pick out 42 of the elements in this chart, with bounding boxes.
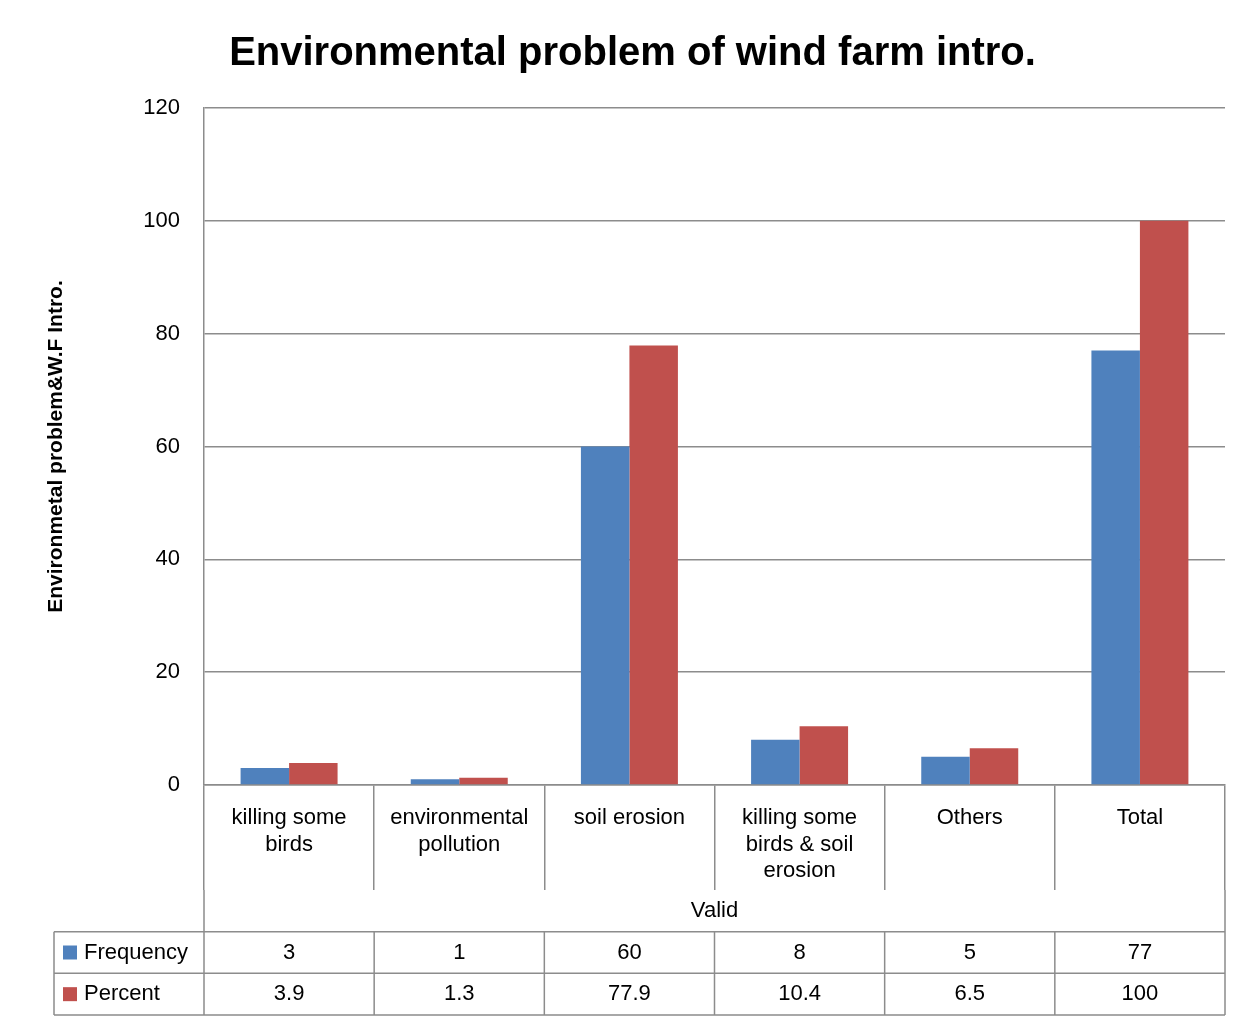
- chart-title: Environmental problem of wind farm intro.: [229, 29, 1036, 74]
- bar: [1139, 220, 1189, 785]
- data-label: 3.9: [273, 980, 305, 1006]
- y-tick-label: 80: [155, 319, 180, 345]
- bar: [969, 748, 1019, 785]
- y-tick-label: 120: [143, 94, 180, 120]
- x-tick-label: soil erosion: [573, 804, 686, 830]
- text: Valid: [690, 896, 739, 922]
- data-label: 77.9: [608, 980, 651, 1006]
- bar: [921, 756, 970, 785]
- data-label: 3: [282, 938, 296, 964]
- y-tick-label: 40: [155, 545, 180, 571]
- data-label: 1: [453, 938, 466, 964]
- legend-label: Frequency: [84, 938, 188, 964]
- data-label: 100: [1121, 980, 1159, 1006]
- data-label: 10.4: [778, 980, 821, 1006]
- bar: [629, 345, 678, 785]
- x-tick-label: Others: [936, 804, 1003, 830]
- x-tick-label: environmental pollution: [390, 804, 529, 856]
- data-label: 1.3: [443, 980, 475, 1006]
- bar: [289, 763, 338, 785]
- bar: [410, 779, 460, 785]
- bar: [751, 739, 800, 785]
- y-tick-label: 60: [155, 432, 180, 458]
- legend-label: Percent: [84, 980, 160, 1006]
- data-label: 6.5: [954, 980, 986, 1006]
- bar: [459, 777, 508, 785]
- bar: [1091, 350, 1140, 785]
- x-tick-label: killing some birds & soil erosion: [742, 804, 858, 883]
- data-label: 8: [793, 938, 806, 964]
- y-tick-label: 20: [155, 658, 180, 684]
- bar: [799, 726, 849, 785]
- x-tick-label: Total: [1116, 804, 1164, 830]
- y-tick-label: 100: [143, 206, 180, 232]
- bar: [580, 446, 630, 785]
- data-label: 5: [963, 938, 976, 964]
- y-axis-title: Environmetal problem&W.F Intro.: [43, 280, 67, 613]
- bar: [240, 768, 290, 785]
- y-tick-label: 0: [167, 771, 180, 797]
- x-tick-label: killing some birds: [231, 804, 347, 856]
- data-label: 77: [1127, 938, 1153, 964]
- data-label: 60: [617, 938, 642, 964]
